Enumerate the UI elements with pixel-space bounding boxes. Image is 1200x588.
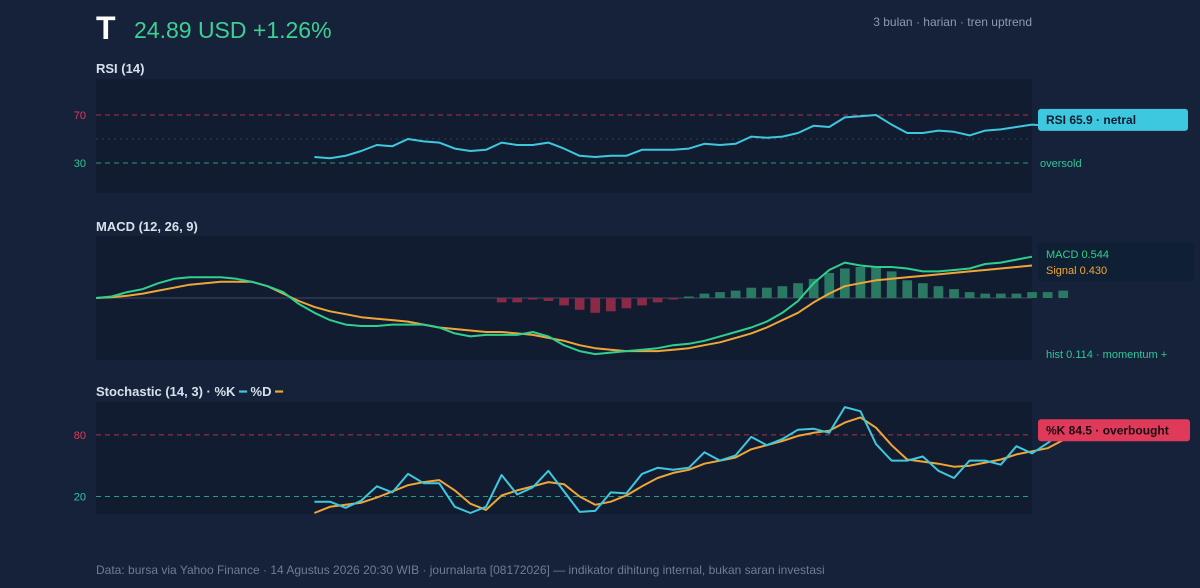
hist-value-label: hist 0.114 · momentum +: [1046, 349, 1167, 361]
macd-line: [95, 255, 1033, 356]
rsi-panel-bg: [96, 79, 1032, 193]
rsi-callout-bg: [1038, 108, 1188, 131]
stoch-callout-bg: [1038, 419, 1190, 442]
macd-hist-bar: [762, 287, 772, 298]
macd-hist-bar: [840, 268, 850, 298]
stoch-k-line: [314, 406, 1064, 514]
macd-hist-bar: [949, 289, 959, 298]
macd-hist-bar: [512, 298, 523, 303]
macd-hist-bar: [684, 296, 694, 298]
rsi-callout-text: RSI 65.9 · netral: [1046, 113, 1136, 127]
signal-value-label: Signal 0.430: [1046, 265, 1107, 277]
macd-hist-bar: [902, 280, 913, 298]
macd-hist-bar: [496, 298, 507, 303]
macd-hist-bar: [980, 293, 991, 298]
macd-hist-bar: [1011, 293, 1022, 298]
macd-hist-bar: [528, 298, 538, 300]
macd-hist-bar: [559, 298, 569, 306]
macd-hist-bar: [933, 286, 944, 298]
macd-hist-bar: [777, 286, 788, 298]
rsi-line: [314, 114, 1080, 160]
stoch-k-legend-swatch: ━: [239, 384, 247, 399]
macd-hist-bar: [824, 272, 835, 298]
macd-hist-bar: [1058, 290, 1069, 298]
macd-hist-bar: [1042, 292, 1053, 298]
macd-hist-bar: [1027, 292, 1037, 298]
macd-hist-bar: [886, 271, 897, 298]
macd-hist-bar: [652, 298, 663, 303]
macd-values-box: [1038, 243, 1194, 281]
rsi-ytick-70: 70: [74, 110, 86, 122]
chart-subtitle: 3 bulan · harian · tren uptrend: [873, 15, 1032, 29]
stoch-panel-title: Stochastic (14, 3) · %K ━ %D ━: [96, 384, 283, 400]
rsi-oversold-label: oversold: [1040, 158, 1082, 170]
stoch-panel-bg: [96, 402, 1032, 514]
stoch-callout-text: %K 84.5 · overbought: [1046, 423, 1169, 437]
macd-hist-bar: [621, 298, 632, 309]
macd-hist-bar: [543, 298, 554, 301]
macd-hist-bar: [699, 293, 710, 298]
macd-hist-bar: [964, 292, 975, 298]
footer-source: Data: bursa via Yahoo Finance · 14 Agust…: [96, 563, 825, 577]
macd-hist-bar: [746, 287, 757, 298]
macd-hist-bar: [808, 278, 819, 298]
macd-hist-bar: [730, 290, 741, 298]
stoch-d-legend-swatch: ━: [275, 384, 283, 399]
rsi-ytick-30: 30: [74, 158, 86, 170]
rsi-panel-title: RSI (14): [96, 61, 145, 76]
macd-panel-title: MACD (12, 26, 9): [96, 219, 198, 234]
macd-hist-bar: [637, 298, 647, 306]
stoch-d-legend-label: %D: [250, 384, 272, 399]
stoch-ytick-80: 80: [74, 430, 86, 442]
ticker-symbol: T: [96, 10, 116, 46]
macd-hist-bar: [871, 267, 881, 298]
macd-hist-bar: [996, 293, 1006, 298]
stoch-title-text: Stochastic (14, 3) · %K: [96, 384, 236, 399]
price-change: 24.89 USD +1.26%: [134, 17, 332, 43]
macd-hist-bar: [606, 298, 616, 312]
macd-hist-bar: [793, 283, 803, 298]
macd-hist-bar: [668, 298, 679, 300]
stoch-d-line: [314, 416, 1064, 514]
macd-hist-bar: [918, 283, 928, 298]
stoch-ytick-20: 20: [74, 492, 86, 504]
macd-value-label: MACD 0.544: [1046, 249, 1109, 261]
macd-hist-bar: [715, 292, 725, 298]
macd-hist-bar: [574, 298, 585, 310]
macd-hist-bar: [590, 298, 601, 313]
